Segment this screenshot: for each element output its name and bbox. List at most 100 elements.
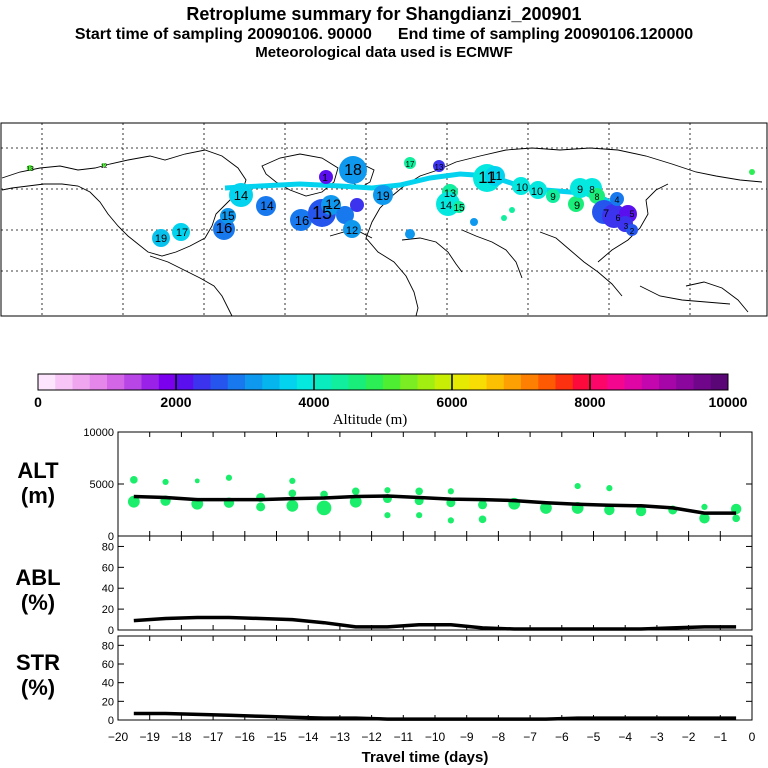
coastline (401, 237, 463, 273)
map-label: 2 (630, 227, 635, 236)
colorbar-swatch (452, 374, 470, 390)
altitude-point (351, 487, 360, 496)
y-tick-label: 40 (102, 583, 114, 595)
y-tick-label: 20 (102, 604, 114, 616)
colorbar-tick-label: 2000 (160, 394, 191, 410)
map-label: 11 (478, 168, 496, 187)
x-tick-label: −11 (394, 730, 414, 744)
map-label: 15 (453, 203, 465, 214)
map-label: 16 (295, 213, 309, 228)
y-tick-label: 10000 (83, 427, 114, 439)
map-label: 10 (516, 182, 528, 194)
x-tick-label: −1 (713, 730, 727, 744)
colorbar-swatch (676, 374, 694, 390)
altitude-point (194, 478, 200, 484)
panel-ylabel-unit: (%) (21, 675, 55, 700)
coastline (461, 229, 523, 279)
altitude-point (447, 517, 454, 524)
trajectory-cluster (27, 165, 33, 171)
colorbar-swatch (158, 374, 177, 390)
map-label: 3 (624, 222, 629, 231)
map-label: 16 (216, 220, 233, 237)
map-label: 19 (376, 189, 390, 203)
map-frame (0, 122, 768, 317)
coastline (149, 255, 233, 317)
colorbar-swatch (314, 374, 332, 390)
x-tick-label: −8 (492, 730, 506, 744)
colorbar-swatch (193, 374, 211, 390)
trajectory-cluster (102, 163, 106, 167)
x-tick-label: −15 (266, 730, 287, 744)
coastline (597, 183, 669, 263)
coastline (685, 281, 749, 313)
x-tick-label: −19 (140, 730, 161, 744)
altitude-point (316, 500, 332, 516)
y-tick-label: 80 (102, 640, 114, 652)
map-label: 17 (176, 227, 188, 239)
colorbar-tick-label: 0 (34, 394, 42, 410)
panel-ylabel-unit: (%) (21, 590, 55, 615)
colorbar-swatch (262, 374, 280, 390)
altitude-point (130, 476, 138, 484)
map-label: 13 (435, 163, 444, 172)
colorbar-swatch (55, 374, 73, 390)
x-tick-label: −13 (330, 730, 351, 744)
colorbar-swatch (693, 374, 712, 390)
colorbar-swatch (624, 374, 643, 390)
colorbar-swatch (38, 374, 56, 390)
altitude-point (478, 500, 488, 510)
trajectory-cluster (546, 189, 560, 203)
altitude-point (540, 502, 552, 514)
colorbar-swatch (659, 374, 677, 390)
trajectory-cluster (256, 196, 276, 216)
panel-ylabel: ALT (17, 458, 59, 483)
panel-ylabel: STR (16, 650, 60, 675)
colorbar-swatch (521, 374, 539, 390)
x-tick-label: −7 (523, 730, 537, 744)
altitude-point (162, 478, 169, 486)
trajectory-cluster (529, 181, 547, 199)
start-time-label: Start time of sampling 20090106. 90000 (74, 26, 372, 43)
coastline (539, 231, 623, 297)
trajectory-cluster (501, 215, 507, 221)
altitude-point (447, 488, 454, 495)
altitude-point (349, 495, 362, 508)
trajectory-cluster (404, 157, 416, 169)
map-label: 9 (574, 200, 580, 212)
colorbar-swatch (245, 374, 263, 390)
altitude-point (478, 515, 487, 524)
x-tick-label: −10 (425, 730, 446, 744)
colorbar-swatch (503, 374, 522, 390)
y-tick-label: 60 (102, 562, 114, 574)
altitude-point (416, 512, 423, 519)
trajectory-cluster (321, 195, 341, 215)
colorbar-swatch (607, 374, 625, 390)
panel-frame (117, 635, 753, 721)
colorbar-swatch (348, 374, 367, 390)
trajectory-cluster (405, 229, 415, 239)
map-label: 17 (406, 160, 415, 169)
altitude-colorbar: 0 2000 4000 6000 8000 10000 (34, 373, 748, 410)
x-tick-label: −6 (555, 730, 569, 744)
map-label: 13 (26, 166, 34, 173)
map-label: 18 (344, 162, 362, 179)
y-tick-label: 40 (102, 678, 114, 690)
x-tick-label: −12 (361, 730, 382, 744)
trajectory-cluster (152, 229, 170, 247)
series-line (133, 494, 737, 515)
colorbar-swatch (124, 374, 142, 390)
altitude-point (701, 503, 708, 510)
y-tick-label: 0 (108, 531, 114, 543)
map-label: 9 (550, 192, 556, 203)
panel-frame (117, 431, 753, 537)
colorbar-swatch (227, 374, 246, 390)
colorbar-tick-label: 4000 (298, 394, 329, 410)
trajectory-cluster (626, 224, 638, 236)
panel-alt: ALT(m) 10000 5000 0 (17, 427, 753, 543)
colorbar-swatch (89, 374, 108, 390)
end-time-label: End time of sampling 20090106.120000 (397, 26, 694, 43)
colorbar-tick-label: 6000 (436, 394, 467, 410)
time-series-panels: ALT(m)1000050000ABL(%)806040200STR(%)806… (15, 427, 755, 766)
x-tick-label: 0 (749, 730, 756, 744)
